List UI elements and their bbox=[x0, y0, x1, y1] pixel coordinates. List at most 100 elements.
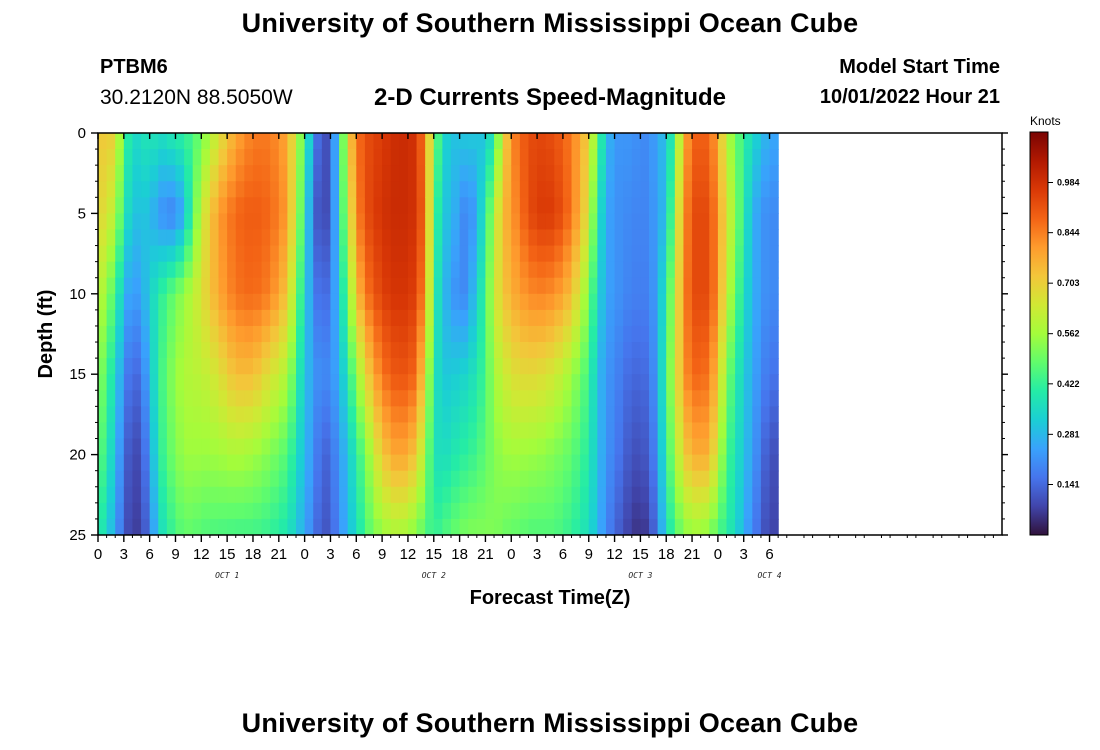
heatmap-cell bbox=[537, 149, 547, 166]
heatmap-cell bbox=[278, 245, 289, 263]
heatmap-cell bbox=[545, 181, 555, 198]
heatmap-cell bbox=[528, 165, 538, 182]
heatmap-cell bbox=[270, 422, 280, 440]
heatmap-cell bbox=[494, 422, 504, 440]
heatmap-cell bbox=[192, 277, 202, 295]
heatmap-cell bbox=[141, 470, 151, 488]
heatmap-cell bbox=[330, 181, 340, 198]
heatmap-cell bbox=[270, 406, 280, 424]
heatmap-cell bbox=[485, 502, 495, 520]
heatmap-cell bbox=[261, 486, 271, 504]
heatmap-cell bbox=[614, 309, 624, 327]
heatmap-cell bbox=[580, 470, 590, 488]
heatmap-cell bbox=[425, 454, 435, 472]
heatmap-cell bbox=[511, 325, 521, 343]
heatmap-cell bbox=[468, 518, 478, 535]
heatmap-cell bbox=[296, 133, 306, 150]
heatmap-cell bbox=[468, 277, 478, 295]
heatmap-cell bbox=[459, 486, 469, 504]
heatmap-cell bbox=[692, 213, 702, 231]
heatmap-cell bbox=[674, 358, 685, 375]
heatmap-cell bbox=[132, 422, 142, 440]
heatmap-cell bbox=[588, 502, 598, 520]
heatmap-cell bbox=[666, 342, 676, 359]
heatmap-cell bbox=[149, 245, 159, 263]
heatmap-cell bbox=[674, 277, 685, 295]
heatmap-cell bbox=[373, 197, 383, 214]
heatmap-cell bbox=[726, 406, 736, 424]
heatmap-cell bbox=[399, 406, 409, 424]
heatmap-cell bbox=[657, 470, 667, 488]
heatmap-cell bbox=[649, 502, 659, 520]
heatmap-cell bbox=[640, 229, 650, 247]
heatmap-cell bbox=[270, 390, 280, 407]
heatmap-cell bbox=[631, 422, 641, 440]
heatmap-cell bbox=[554, 358, 564, 375]
x-axis: 0 3 6 9 12 15 18 21 0 3 6 9 12 15 18 21 0 3 6 9 12 15 18 21 0 3 6 bbox=[94, 133, 994, 563]
heatmap-cell bbox=[373, 229, 383, 247]
heatmap-cell bbox=[425, 197, 435, 214]
heatmap-cell bbox=[640, 358, 650, 375]
y-tick-label: 10 bbox=[69, 286, 86, 303]
heatmap-cell bbox=[760, 325, 771, 343]
heatmap-cell bbox=[166, 197, 177, 214]
heatmap-cell bbox=[192, 197, 202, 214]
heatmap-cell bbox=[209, 277, 220, 295]
heatmap-cell bbox=[657, 358, 667, 375]
heatmap-cell bbox=[649, 133, 659, 150]
heatmap-cell bbox=[562, 342, 573, 359]
heatmap-cell bbox=[657, 502, 667, 520]
heatmap-cell bbox=[623, 470, 633, 488]
heatmap-cell bbox=[459, 261, 469, 279]
heatmap-cell bbox=[537, 229, 547, 247]
heatmap-cell bbox=[373, 406, 383, 424]
heatmap-cell bbox=[623, 406, 633, 424]
heatmap-cell bbox=[364, 374, 375, 391]
heatmap-cell bbox=[123, 197, 134, 214]
heatmap-cell bbox=[235, 245, 245, 263]
heatmap-cell bbox=[98, 342, 108, 359]
heatmap-cell bbox=[356, 438, 366, 456]
heatmap-cell bbox=[158, 277, 168, 295]
heatmap-cell bbox=[700, 197, 710, 214]
heatmap-cell bbox=[244, 502, 254, 520]
heatmap-cell bbox=[115, 277, 125, 295]
heatmap-cell bbox=[519, 213, 530, 231]
heatmap-cell bbox=[554, 470, 564, 488]
heatmap-cell bbox=[700, 149, 710, 166]
heatmap-cell bbox=[743, 470, 753, 488]
heatmap-cell bbox=[666, 406, 676, 424]
heatmap-cell bbox=[278, 390, 289, 407]
heatmap-cell bbox=[347, 342, 357, 359]
heatmap-cell bbox=[382, 470, 392, 488]
heatmap-cell bbox=[528, 309, 538, 327]
heatmap-cell bbox=[330, 277, 340, 295]
heatmap-cell bbox=[674, 438, 685, 456]
heatmap-cell bbox=[227, 165, 237, 182]
heatmap-cell bbox=[115, 518, 125, 535]
heatmap-cell bbox=[304, 261, 314, 279]
x-tick-label: 9 bbox=[585, 546, 593, 563]
heatmap-cell bbox=[631, 309, 641, 327]
heatmap-cell bbox=[123, 293, 134, 311]
heatmap-cell bbox=[287, 406, 297, 424]
heatmap-cell bbox=[218, 438, 228, 456]
heatmap-cell bbox=[244, 406, 254, 424]
heatmap-cell bbox=[382, 309, 392, 327]
heatmap-cell bbox=[735, 342, 745, 359]
heatmap-cell bbox=[175, 293, 185, 311]
heatmap-cell bbox=[278, 309, 289, 327]
heatmap-cell bbox=[416, 181, 426, 198]
heatmap-cell bbox=[132, 325, 142, 343]
station-id: PTBM6 bbox=[100, 56, 168, 78]
heatmap-cell bbox=[562, 390, 573, 407]
heatmap-cell bbox=[313, 309, 323, 327]
heatmap-cell bbox=[459, 438, 469, 456]
heatmap-cell bbox=[339, 325, 349, 343]
heatmap-cell bbox=[735, 438, 745, 456]
heatmap-cell bbox=[175, 406, 185, 424]
heatmap-cell bbox=[459, 197, 469, 214]
heatmap-cell bbox=[735, 406, 745, 424]
heatmap-cell bbox=[382, 261, 392, 279]
heatmap-cell bbox=[537, 342, 547, 359]
